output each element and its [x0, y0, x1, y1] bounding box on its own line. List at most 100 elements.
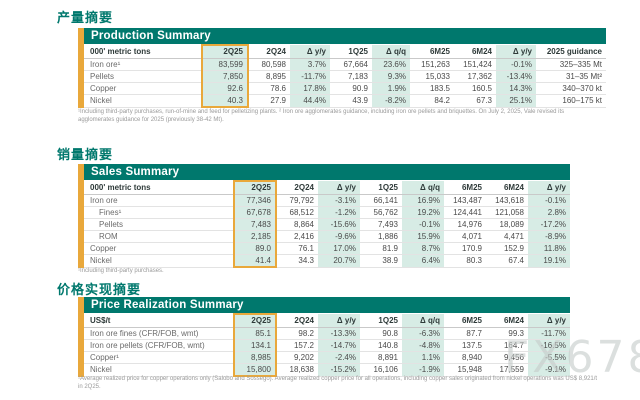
cell-value: 78.6: [248, 82, 290, 95]
column-header: 1Q25: [330, 45, 372, 59]
cell-value: 7,850: [201, 70, 249, 83]
column-header: 6M24: [486, 181, 528, 195]
column-header: Δ q/q: [402, 314, 444, 328]
column-header: Δ y/y: [496, 45, 536, 59]
cell-value: -2.4%: [318, 351, 360, 364]
cell-value: 8,940: [444, 351, 486, 364]
row-label: Copper: [84, 242, 234, 255]
section-title-sales-cn: 销量摘要: [57, 147, 114, 162]
price-table: US$/t 2Q25 2Q24 Δ y/y 1Q25 Δ q/q 6M25 6M24 Δ y/y…: [84, 313, 570, 377]
cell-value: 90.9: [330, 82, 372, 95]
cell-value: 2.8%: [528, 206, 570, 219]
cell-value: -14.7%: [318, 339, 360, 352]
cell-value: -17.2%: [528, 218, 570, 231]
cell-value: 157.2: [276, 339, 318, 352]
cell-value: 2,416: [276, 230, 318, 243]
table-row: Iron ore 77,346 79,792 -3.1% 66,141 16.9% 143,…: [84, 194, 570, 207]
cell-value: 1.1%: [402, 351, 444, 364]
column-header: 1Q25: [360, 181, 402, 195]
table-title-price: Price Realization Summary: [84, 297, 570, 313]
cell-value: 68,512: [276, 206, 318, 219]
cell-value: 80.3: [444, 254, 486, 268]
table-row: Copper 89.0 76.1 17.0% 81.9 8.7% 170.9 152.9 11.…: [84, 242, 570, 255]
table-row: Nickel 15,800 18,638 -15.2% 16,106 -1.9% 15,94…: [84, 363, 570, 377]
cell-value: -15.2%: [318, 363, 360, 377]
row-label: Iron ore¹: [84, 58, 202, 71]
cell-value: -9.6%: [318, 230, 360, 243]
row-label: Nickel: [84, 254, 234, 268]
cell-value: 134.1: [233, 339, 277, 352]
cell-value: 137.5: [444, 339, 486, 352]
cell-value: 31–35 Mt²: [536, 70, 606, 83]
section-title-price-cn: 价格实现摘要: [57, 282, 142, 297]
cell-value: 66,141: [360, 194, 402, 207]
table-row: Iron ore fines (CFR/FOB, wmt) 85.1 98.2 -13…: [84, 327, 570, 340]
cell-value: 151,263: [410, 58, 454, 71]
row-label: Nickel: [84, 363, 234, 377]
column-header: Δ y/y: [318, 181, 360, 195]
cell-value: 44.4%: [290, 94, 330, 108]
production-footnote: ¹Including third-party purchases, run-of…: [78, 109, 565, 123]
cell-value: -8.2%: [372, 94, 410, 108]
cell-value: -13.4%: [496, 70, 536, 83]
cell-value: 160.5: [454, 82, 496, 95]
table-row: Pellets 7,483 8,864 -15.6% 7,493 -0.1% 14,976 1…: [84, 218, 570, 231]
cell-value: 7,483: [233, 218, 277, 231]
cell-value: -9.1%: [528, 363, 570, 377]
column-header: 2Q25: [201, 44, 249, 59]
cell-value: 89.0: [233, 242, 277, 255]
unit-header: 000' metric tons: [84, 181, 234, 195]
cell-value: 56,762: [360, 206, 402, 219]
cell-value: 17.0%: [318, 242, 360, 255]
column-header: Δ q/q: [372, 45, 410, 59]
cell-value: 19.2%: [402, 206, 444, 219]
cell-value: -0.1%: [528, 194, 570, 207]
cell-value: -13.3%: [318, 327, 360, 340]
cell-value: 8.7%: [402, 242, 444, 255]
cell-value: 67,664: [330, 58, 372, 71]
cell-value: 183.5: [410, 82, 454, 95]
cell-value: 3.7%: [290, 58, 330, 71]
sales-footnote: ¹Including third-party purchases.: [78, 268, 164, 274]
table-row: Copper¹ 8,985 9,202 -2.4% 8,891 1.1% 8,940 9,45…: [84, 351, 570, 364]
cell-value: -8.9%: [528, 230, 570, 243]
table-title-production: Production Summary: [84, 28, 606, 44]
cell-value: 6.4%: [402, 254, 444, 268]
column-header: 2Q24: [276, 181, 318, 195]
table-row: Nickel 41.4 34.3 20.7% 38.9 6.4% 80.3 67.4 19.1%: [84, 254, 570, 268]
column-header: 6M25: [444, 181, 486, 195]
cell-value: 99.3: [486, 327, 528, 340]
cell-value: 9,202: [276, 351, 318, 364]
cell-value: -6.3%: [402, 327, 444, 340]
row-label: Pellets: [84, 218, 234, 231]
unit-header: 000' metric tons: [84, 45, 202, 59]
row-label: Copper¹: [84, 351, 234, 364]
column-header: Δ q/q: [402, 181, 444, 195]
column-header: Δ y/y: [528, 181, 570, 195]
row-label: Copper: [84, 82, 202, 95]
sales-summary-table: Sales Summary 000' metric tons 2Q25 2Q24 Δ …: [78, 164, 570, 268]
cell-value: 25.1%: [496, 94, 536, 108]
row-label: Iron ore fines (CFR/FOB, wmt): [84, 327, 234, 340]
column-header: 2Q24: [276, 314, 318, 328]
column-header: Δ y/y: [318, 314, 360, 328]
cell-value: 15,948: [444, 363, 486, 377]
cell-value: -1.9%: [402, 363, 444, 377]
cell-value: 17,559: [486, 363, 528, 377]
cell-value: -11.7%: [290, 70, 330, 83]
cell-value: 124,441: [444, 206, 486, 219]
production-table: 000' metric tons 2Q25 2Q24 Δ y/y 1Q25 Δ q/q 6M…: [84, 44, 606, 108]
cell-value: 81.9: [360, 242, 402, 255]
cell-value: 17,362: [454, 70, 496, 83]
table-row: Iron ore¹ 83,599 80,598 3.7% 67,664 23.6% 151,…: [84, 58, 606, 71]
cell-value: -3.1%: [318, 194, 360, 207]
cell-value: 18,089: [486, 218, 528, 231]
cell-value: 140.8: [360, 339, 402, 352]
unit-header: US$/t: [84, 314, 234, 328]
cell-value: 83,599: [201, 58, 249, 71]
cell-value: -15.6%: [318, 218, 360, 231]
cell-value: 27.9: [248, 94, 290, 108]
cell-value: 152.9: [486, 242, 528, 255]
cell-value: 14,976: [444, 218, 486, 231]
cell-value: 170.9: [444, 242, 486, 255]
